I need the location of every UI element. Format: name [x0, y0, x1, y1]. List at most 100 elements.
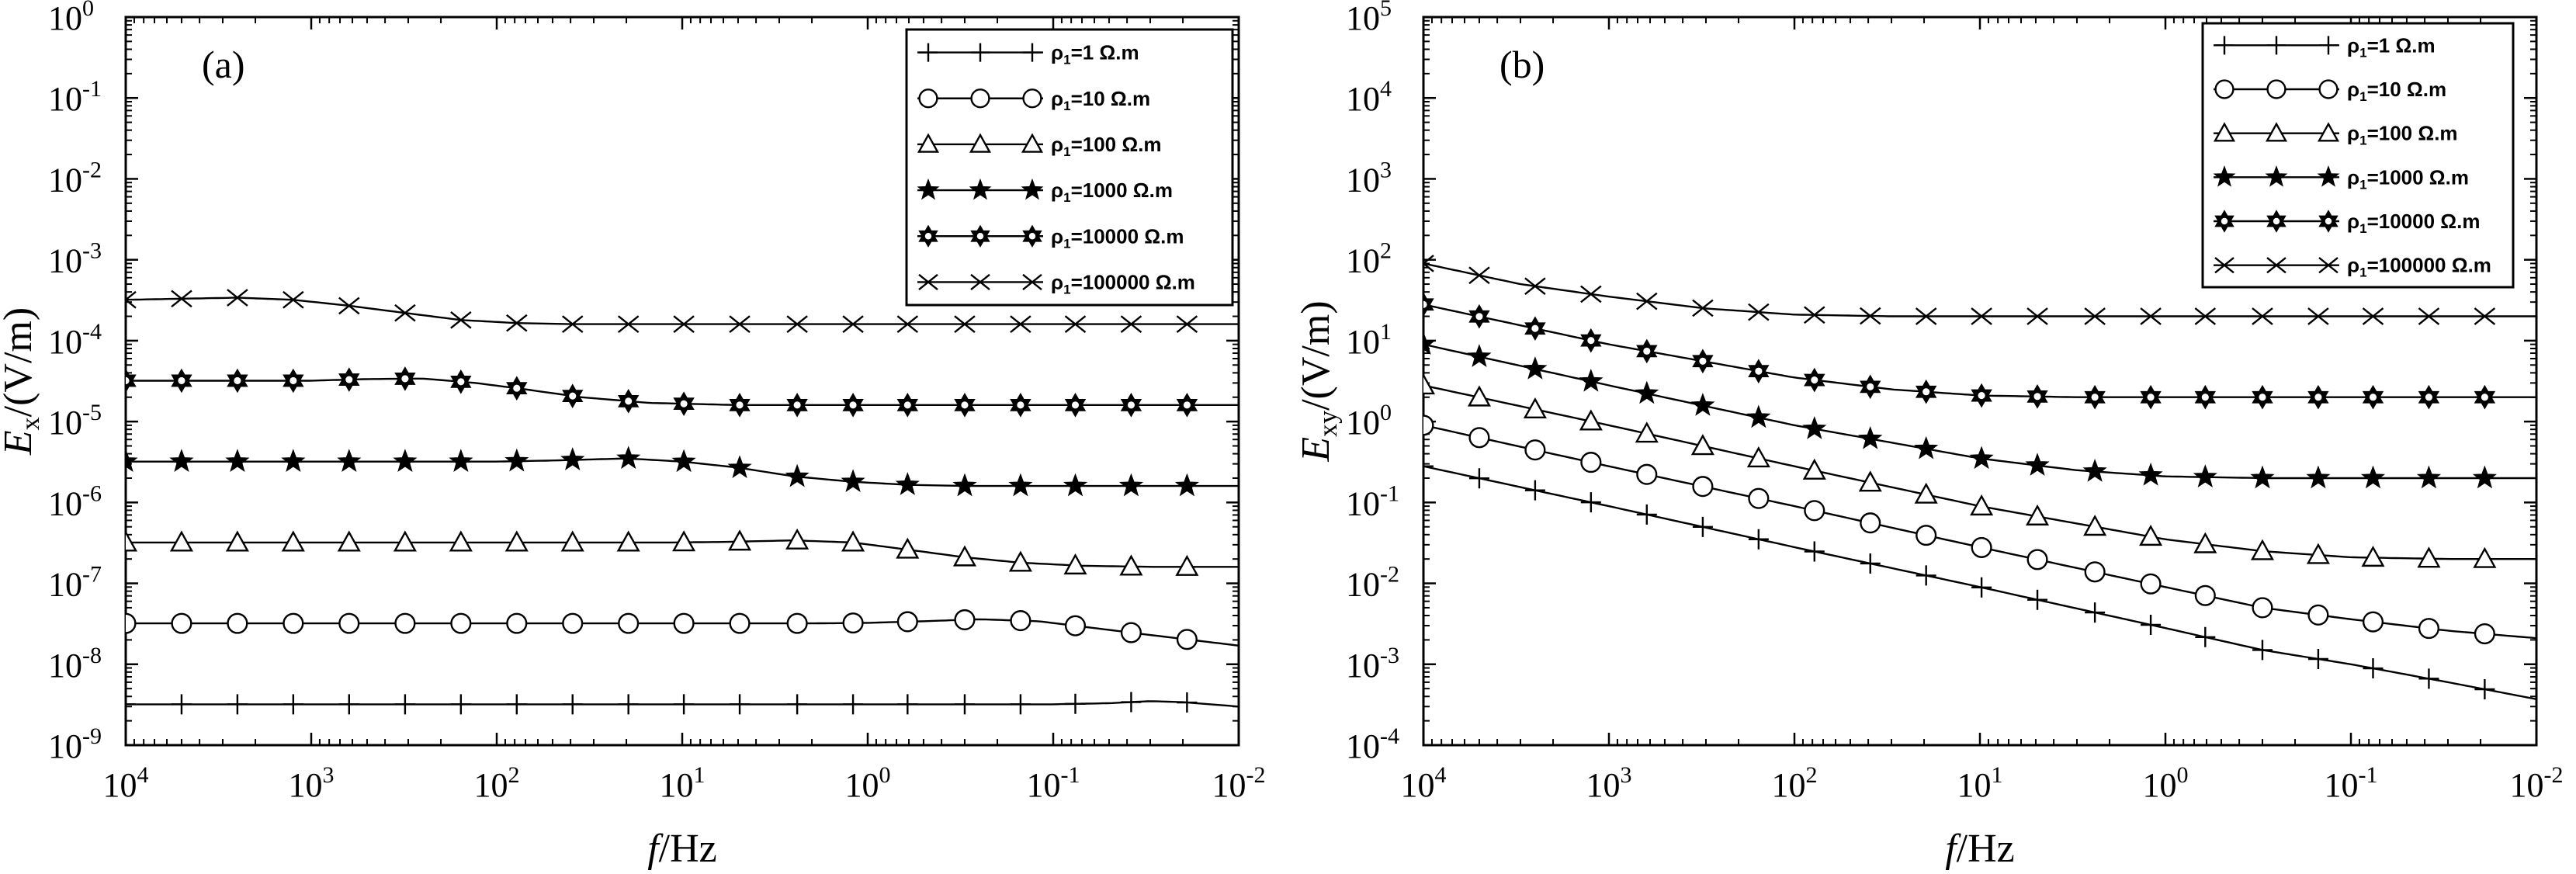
panel-label: (a) — [202, 43, 245, 86]
legend-label: ρ1=100000 Ω.m — [2347, 254, 2491, 280]
legend-label: ρ1=100 Ω.m — [2347, 122, 2458, 148]
data-point — [394, 612, 416, 634]
data-point — [169, 449, 194, 472]
data-point-center — [736, 401, 744, 409]
legend-value: =10000 Ω.m — [2367, 210, 2481, 233]
data-point-center — [1587, 337, 1595, 345]
data-point — [729, 612, 751, 634]
data-point — [785, 528, 810, 550]
data-point — [1174, 473, 1199, 497]
data-point — [283, 694, 303, 715]
data-point — [2141, 614, 2162, 635]
data-point — [843, 694, 864, 715]
data-point — [2307, 649, 2328, 670]
legend-value: =10 Ω.m — [1071, 87, 1151, 110]
data-point — [169, 530, 193, 552]
legend-item: ρ1=1 Ω.m — [917, 41, 1139, 68]
data-point — [1580, 285, 1602, 303]
y-tick-base: 10 — [1346, 323, 1380, 361]
x-axis-label: f/Hz — [1945, 827, 2015, 871]
data-point-center — [457, 378, 465, 386]
series-star — [126, 446, 1239, 497]
y-tick-label: 103 — [1346, 157, 1392, 199]
data-point — [1423, 331, 1436, 355]
data-point — [561, 315, 584, 333]
data-point-center — [1643, 347, 1651, 355]
y-tick-exp: 5 — [1380, 0, 1392, 21]
legend-label: ρ1=1 Ω.m — [2347, 33, 2436, 60]
y-tick-label: 10-2 — [1346, 562, 1399, 604]
series-hexagram — [126, 366, 1239, 418]
legend-rho: ρ — [1051, 133, 1063, 156]
data-point — [450, 612, 472, 634]
legend-rho-sub: 1 — [1063, 144, 1070, 159]
legend-item: ρ1=100000 Ω.m — [917, 270, 1195, 297]
y-tick-exp: -8 — [82, 643, 102, 668]
data-point — [283, 290, 304, 309]
y-axis-label-var: E — [1294, 437, 1338, 463]
data-point — [1580, 452, 1602, 473]
series-star — [1423, 331, 2536, 489]
y-tick-base: 10 — [1346, 484, 1380, 522]
data-point — [1010, 315, 1031, 333]
legend-marker — [969, 178, 992, 200]
x-tick-label: 102 — [474, 762, 520, 804]
x-tick-exp: -2 — [1246, 762, 1266, 788]
legend-rho-sub: 1 — [2359, 89, 2366, 104]
y-axis-label-unit: /(V/m) — [1294, 300, 1338, 411]
data-point-center — [1423, 300, 1427, 308]
x-axis-label: f/Hz — [647, 827, 717, 871]
data-point — [126, 449, 138, 472]
legend-item: ρ1=100 Ω.m — [2213, 122, 2458, 148]
legend-label: ρ1=100000 Ω.m — [1051, 270, 1195, 297]
data-point — [1692, 299, 1714, 317]
data-point — [1120, 622, 1142, 643]
legend-rho-sub: 1 — [2359, 134, 2366, 148]
data-point — [1748, 303, 1770, 321]
data-point — [842, 612, 864, 634]
data-point — [2307, 604, 2329, 626]
legend-marker — [917, 178, 940, 200]
data-point — [338, 612, 360, 634]
y-axis-label: Exy/(V/m) — [1294, 300, 1343, 462]
legend-marker — [2319, 36, 2338, 55]
legend-marker — [1022, 88, 1042, 109]
x-tick-base: 10 — [1027, 766, 1061, 804]
data-point — [1579, 368, 1603, 392]
data-point — [2025, 453, 2050, 476]
data-point — [952, 545, 977, 567]
data-point — [2418, 668, 2439, 689]
x-tick-base: 10 — [1772, 766, 1806, 804]
legend-marker — [1021, 133, 1044, 153]
data-point-center — [234, 376, 241, 385]
legend-rho-sub: 1 — [2359, 45, 2366, 60]
x-tick-base: 10 — [289, 766, 323, 804]
x-tick-base: 10 — [1212, 766, 1246, 804]
y-tick-label: 102 — [1346, 238, 1392, 280]
data-point — [785, 463, 810, 487]
data-point — [1748, 529, 1769, 550]
data-point — [2193, 532, 2217, 553]
legend-marker — [917, 133, 940, 153]
legend-marker-center — [2325, 217, 2332, 225]
data-point — [1065, 693, 1086, 714]
x-tick-label: 101 — [660, 762, 706, 804]
legend-marker — [2214, 257, 2234, 274]
legend-marker — [2317, 122, 2340, 142]
data-point — [394, 303, 416, 322]
data-point — [1423, 456, 1434, 477]
data-point — [2140, 573, 2162, 595]
data-point-center — [1867, 383, 1874, 390]
legend-rho: ρ — [1051, 87, 1063, 110]
legend-rho-sub: 1 — [1063, 53, 1070, 68]
x-axis-label-unit: /Hz — [659, 827, 717, 871]
y-tick-base: 10 — [1346, 566, 1380, 604]
data-point — [2418, 307, 2440, 325]
legend-value: =100 Ω.m — [1071, 133, 1162, 156]
data-point — [2140, 307, 2162, 325]
x-tick-label: 103 — [289, 762, 335, 804]
data-point — [954, 694, 975, 715]
legend-rho: ρ — [2347, 165, 2359, 189]
legend-marker — [2267, 36, 2286, 55]
